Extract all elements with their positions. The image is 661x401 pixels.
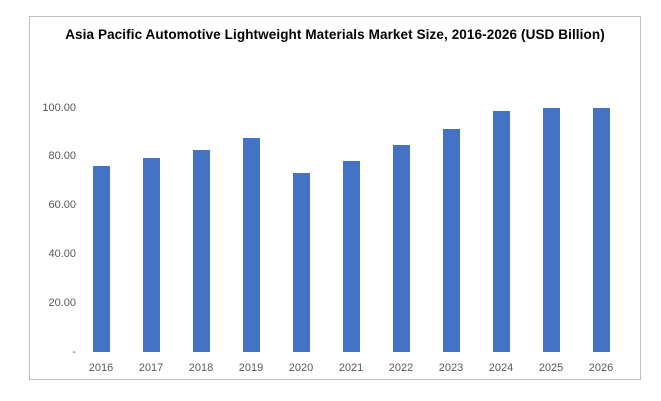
x-tick-label: 2016 [88, 362, 114, 374]
bar-2023 [442, 129, 460, 352]
x-tick-label: 2019 [238, 362, 264, 374]
bar-2024 [492, 111, 510, 352]
bar-2017 [142, 158, 160, 352]
x-tick-label: 2020 [288, 362, 314, 374]
bar-2020 [292, 173, 310, 352]
y-tick-label: 80.00 [48, 150, 76, 163]
y-tick-label: 100.00 [42, 101, 76, 114]
x-tick-label: 2022 [388, 362, 414, 374]
x-tick-label: 2023 [438, 362, 464, 374]
bar-2018 [192, 149, 210, 352]
x-tick-label: 2024 [488, 362, 514, 374]
bar-2016 [92, 166, 110, 352]
bar-2021 [342, 160, 360, 352]
chart-title: Asia Pacific Automotive Lightweight Mate… [65, 27, 605, 42]
bar-2025 [542, 107, 560, 352]
y-tick-label: 20.00 [48, 297, 76, 310]
x-tick-label: 2025 [538, 362, 564, 374]
bar-2026 [592, 108, 610, 352]
x-tick-label: 2026 [588, 362, 614, 374]
x-tick-label: 2018 [188, 362, 214, 374]
x-tick-label: 2021 [338, 362, 364, 374]
bar-2019 [242, 138, 260, 352]
y-tick-label: 60.00 [48, 199, 76, 212]
y-tick-label: 40.00 [48, 248, 76, 261]
bar-2022 [392, 145, 410, 352]
y-tick-label: - [72, 346, 76, 358]
chart-border [29, 16, 641, 380]
x-tick-label: 2017 [138, 362, 164, 374]
